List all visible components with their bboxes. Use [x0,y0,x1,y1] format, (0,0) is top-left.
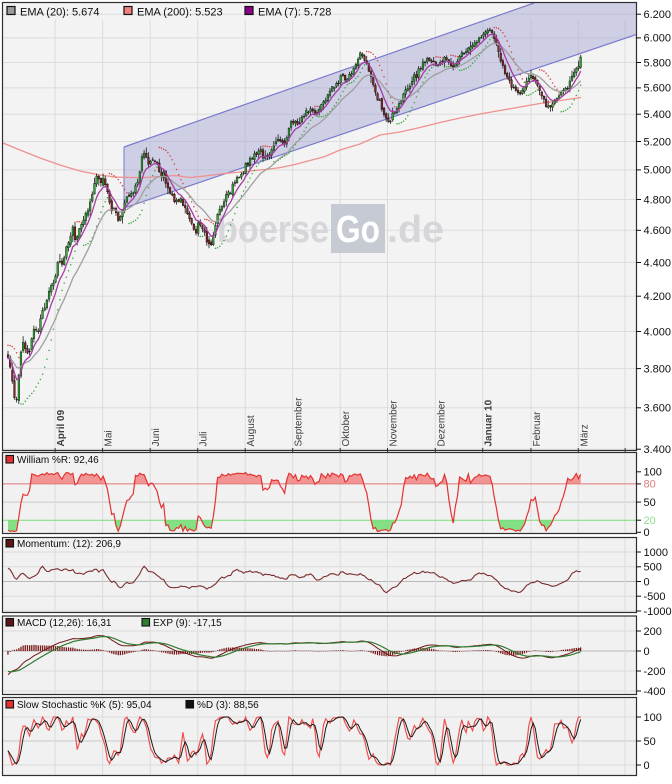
svg-text:50: 50 [644,736,656,748]
svg-text:20: 20 [644,515,656,527]
svg-text:5.000: 5.000 [644,165,672,177]
svg-text:-500: -500 [644,591,666,603]
svg-text:5.200: 5.200 [644,136,672,148]
svg-text:6.000: 6.000 [644,33,672,45]
svg-text:5.800: 5.800 [644,57,672,69]
svg-text:.de: .de [387,209,444,251]
svg-text:100: 100 [644,712,662,724]
svg-text:Momentum: (12): 206,9: Momentum: (12): 206,9 [17,539,121,550]
svg-text:MACD (12,26): 16,31: MACD (12,26): 16,31 [17,618,112,629]
svg-text:1000: 1000 [644,547,668,559]
svg-text:4.200: 4.200 [644,291,672,303]
svg-text:Mai: Mai [104,430,115,446]
svg-text:Oktober: Oktober [341,410,352,446]
svg-text:4.000: 4.000 [644,326,672,338]
svg-text:August: August [246,415,257,446]
svg-text:0: 0 [644,576,650,588]
svg-text:100: 100 [644,467,662,479]
svg-text:6.200: 6.200 [644,9,672,21]
svg-text:3.800: 3.800 [644,363,672,375]
svg-text:0: 0 [644,527,650,539]
svg-text:Dezember: Dezember [436,400,447,447]
svg-text:-200: -200 [644,666,666,678]
svg-text:3.400: 3.400 [644,444,672,456]
svg-text:Go: Go [336,209,380,251]
svg-text:Juli: Juli [199,431,210,446]
svg-text:5.600: 5.600 [644,83,672,95]
svg-text:November: November [389,400,400,447]
svg-text:William %R: 92,46: William %R: 92,46 [17,455,99,466]
svg-text:4.400: 4.400 [644,257,672,269]
svg-text:0: 0 [644,646,650,658]
svg-text:April 09: April 09 [56,409,67,446]
svg-text:Juni: Juni [151,428,162,446]
svg-text:%D (3): 88,56: %D (3): 88,56 [197,700,259,711]
svg-text:EMA (20): 5.674: EMA (20): 5.674 [20,6,100,18]
svg-text:-400: -400 [644,686,666,698]
svg-text:3.600: 3.600 [644,403,672,415]
svg-text:Januar 10: Januar 10 [484,399,495,446]
svg-text:4.800: 4.800 [644,194,672,206]
svg-text:März: März [579,424,590,446]
svg-text:4.600: 4.600 [644,225,672,237]
svg-text:Slow Stochastic %K (5): 95,04: Slow Stochastic %K (5): 95,04 [17,700,152,711]
svg-text:EXP (9): -17,15: EXP (9): -17,15 [153,618,222,629]
svg-text:-1000: -1000 [644,606,672,618]
svg-text:5.400: 5.400 [644,109,672,121]
svg-text:EMA (7): 5.728: EMA (7): 5.728 [258,6,331,18]
svg-text:Februar: Februar [532,411,543,447]
svg-text:0: 0 [644,760,650,772]
svg-text:EMA (200): 5.523: EMA (200): 5.523 [137,6,223,18]
svg-text:80: 80 [644,479,656,491]
svg-text:500: 500 [644,562,662,574]
svg-text:boerse: boerse [217,209,329,251]
svg-text:September: September [294,397,305,447]
svg-text:50: 50 [644,497,656,509]
svg-text:200: 200 [644,626,662,638]
